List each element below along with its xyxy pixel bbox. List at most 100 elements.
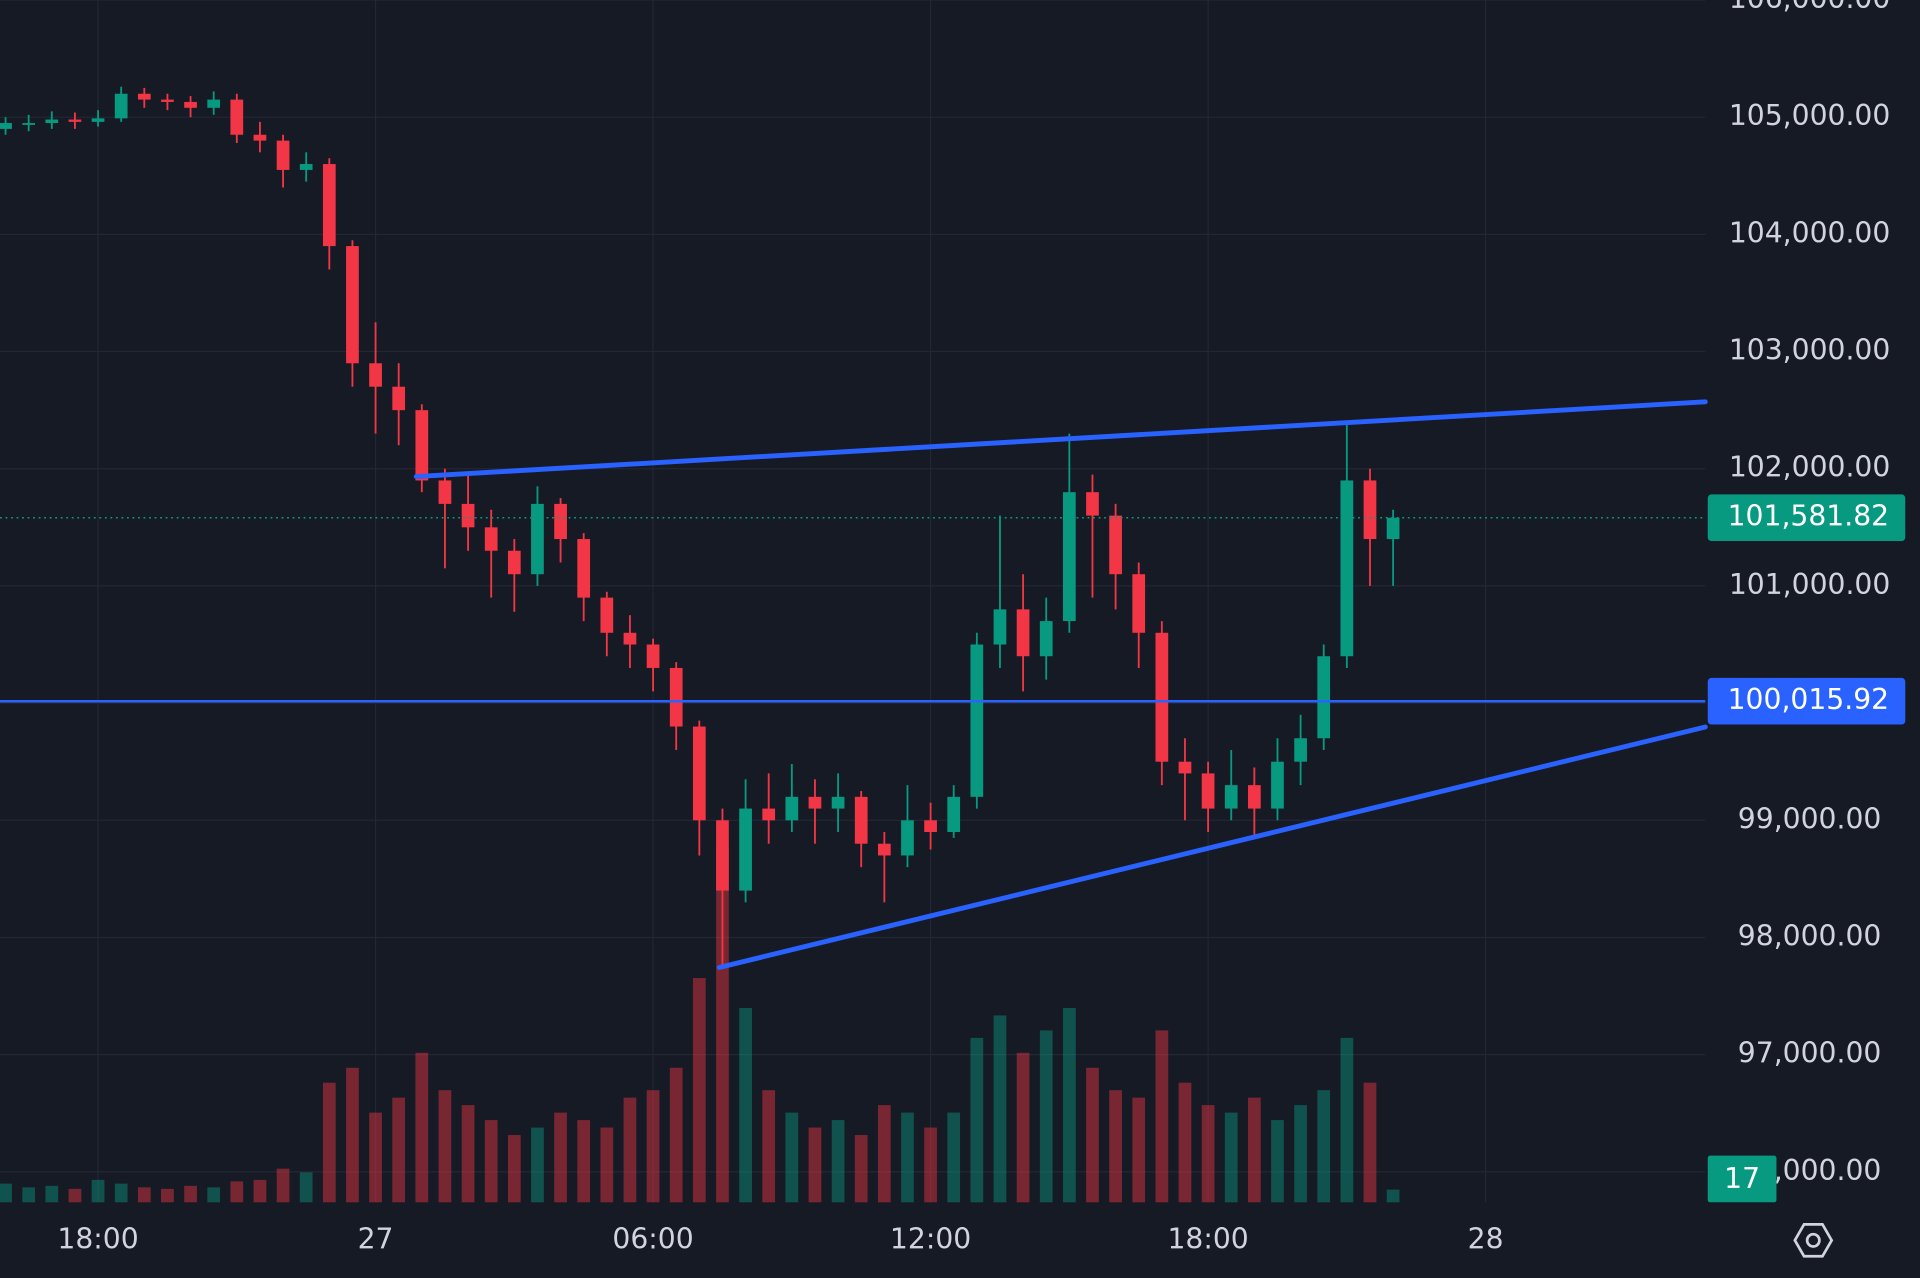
candle-body <box>91 118 105 122</box>
candle-body <box>299 164 313 170</box>
candle-body <box>207 99 221 108</box>
candle-body <box>22 123 36 125</box>
candle-body <box>346 246 359 364</box>
candle-body <box>669 667 683 727</box>
volume-bar <box>1317 1090 1331 1203</box>
candle-body <box>137 93 151 100</box>
volume-bar <box>276 1168 290 1203</box>
price-badge-label: 101,581.82 <box>1728 500 1889 533</box>
volume-bar <box>854 1135 868 1203</box>
candle-body <box>1317 656 1331 739</box>
candle-body <box>484 527 498 551</box>
candle-body <box>877 843 891 856</box>
volume-bar <box>924 1127 937 1203</box>
y-tick-label: 105,000.00 <box>1729 99 1890 132</box>
candle-body <box>322 164 336 247</box>
candle-body <box>1039 621 1053 657</box>
candle-body <box>600 597 614 633</box>
volume-bar <box>507 1135 521 1203</box>
y-tick-label: 104,000.00 <box>1729 216 1890 249</box>
candle-body <box>1109 515 1122 575</box>
candle-body <box>831 796 845 809</box>
y-tick-label: 98,000.00 <box>1738 919 1882 952</box>
volume-bar <box>207 1187 221 1203</box>
volume-bar <box>1039 1030 1053 1203</box>
candle-body <box>646 644 660 668</box>
volume-bar <box>577 1120 591 1203</box>
candle-body <box>1363 480 1377 540</box>
volume-bar <box>1363 1082 1377 1203</box>
candle-body <box>1294 738 1307 762</box>
volume-bar <box>346 1067 359 1203</box>
candle-body <box>45 119 59 124</box>
volume-bar <box>901 1112 914 1203</box>
volume-bar <box>1294 1105 1307 1203</box>
volume-bar <box>1132 1097 1146 1203</box>
volume-bar <box>1271 1120 1284 1203</box>
volume-bar <box>1062 1007 1076 1203</box>
candle-body <box>577 539 591 598</box>
volume-bar <box>137 1187 151 1203</box>
candle-body <box>392 386 406 411</box>
y-tick-label: 103,000.00 <box>1729 334 1890 367</box>
candle-body <box>0 123 12 129</box>
candle-body <box>369 363 382 387</box>
volume-bar <box>253 1179 267 1203</box>
candle-body <box>114 93 128 119</box>
candle-body <box>1386 517 1400 540</box>
candle-body <box>623 632 637 645</box>
candle-body <box>947 796 961 833</box>
candle-body <box>901 820 914 856</box>
candle-body <box>854 796 868 844</box>
candle-body <box>739 808 752 891</box>
volume-bar <box>970 1037 984 1203</box>
candle-body <box>1178 761 1192 774</box>
candle-body <box>1201 773 1215 809</box>
candle-body <box>1247 785 1261 809</box>
candle-body <box>1062 492 1076 622</box>
candle-body <box>762 808 776 821</box>
volume-bar <box>1016 1052 1030 1203</box>
candle-body <box>184 101 197 108</box>
volume-bar <box>1224 1112 1238 1203</box>
candle-body <box>808 796 822 809</box>
y-tick-label: 97,000.00 <box>1738 1037 1882 1070</box>
volume-bar <box>716 846 729 1203</box>
volume-bar <box>415 1052 429 1203</box>
candle-body <box>1271 761 1284 809</box>
volume-bar <box>438 1090 452 1203</box>
volume-bar <box>114 1183 128 1203</box>
volume-bar <box>1386 1189 1400 1203</box>
grid-layer <box>0 0 1706 1203</box>
volume-bar <box>461 1105 475 1203</box>
x-tick-label: 18:00 <box>1167 1222 1248 1255</box>
candle-body <box>1224 785 1238 809</box>
candle-body <box>1016 609 1030 657</box>
volume-bar <box>1155 1030 1169 1203</box>
volume-bar <box>762 1090 776 1203</box>
price-badge <box>1707 677 1906 725</box>
volume-badge-label: 17 <box>1724 1162 1760 1195</box>
volume-bar <box>22 1187 36 1203</box>
candle-body <box>785 796 799 821</box>
candle-body <box>554 503 567 540</box>
volume-bar <box>1247 1097 1261 1203</box>
y-tick-label: 101,000.00 <box>1729 568 1890 601</box>
volume-bar <box>808 1127 822 1203</box>
candle-layer <box>0 86 1400 967</box>
x-tick-label: 18:00 <box>57 1222 138 1255</box>
candle-body <box>1086 492 1099 516</box>
volume-bar <box>484 1120 498 1203</box>
volume-bar <box>184 1185 197 1203</box>
volume-layer <box>0 846 1400 1203</box>
candle-body <box>461 503 475 528</box>
settings-icon[interactable] <box>1793 1223 1834 1258</box>
candle-body <box>692 726 706 821</box>
candle-body <box>716 820 729 891</box>
candle-body <box>161 99 174 102</box>
volume-bar <box>531 1127 544 1203</box>
volume-bar <box>68 1188 82 1203</box>
volume-bar <box>1340 1037 1354 1203</box>
